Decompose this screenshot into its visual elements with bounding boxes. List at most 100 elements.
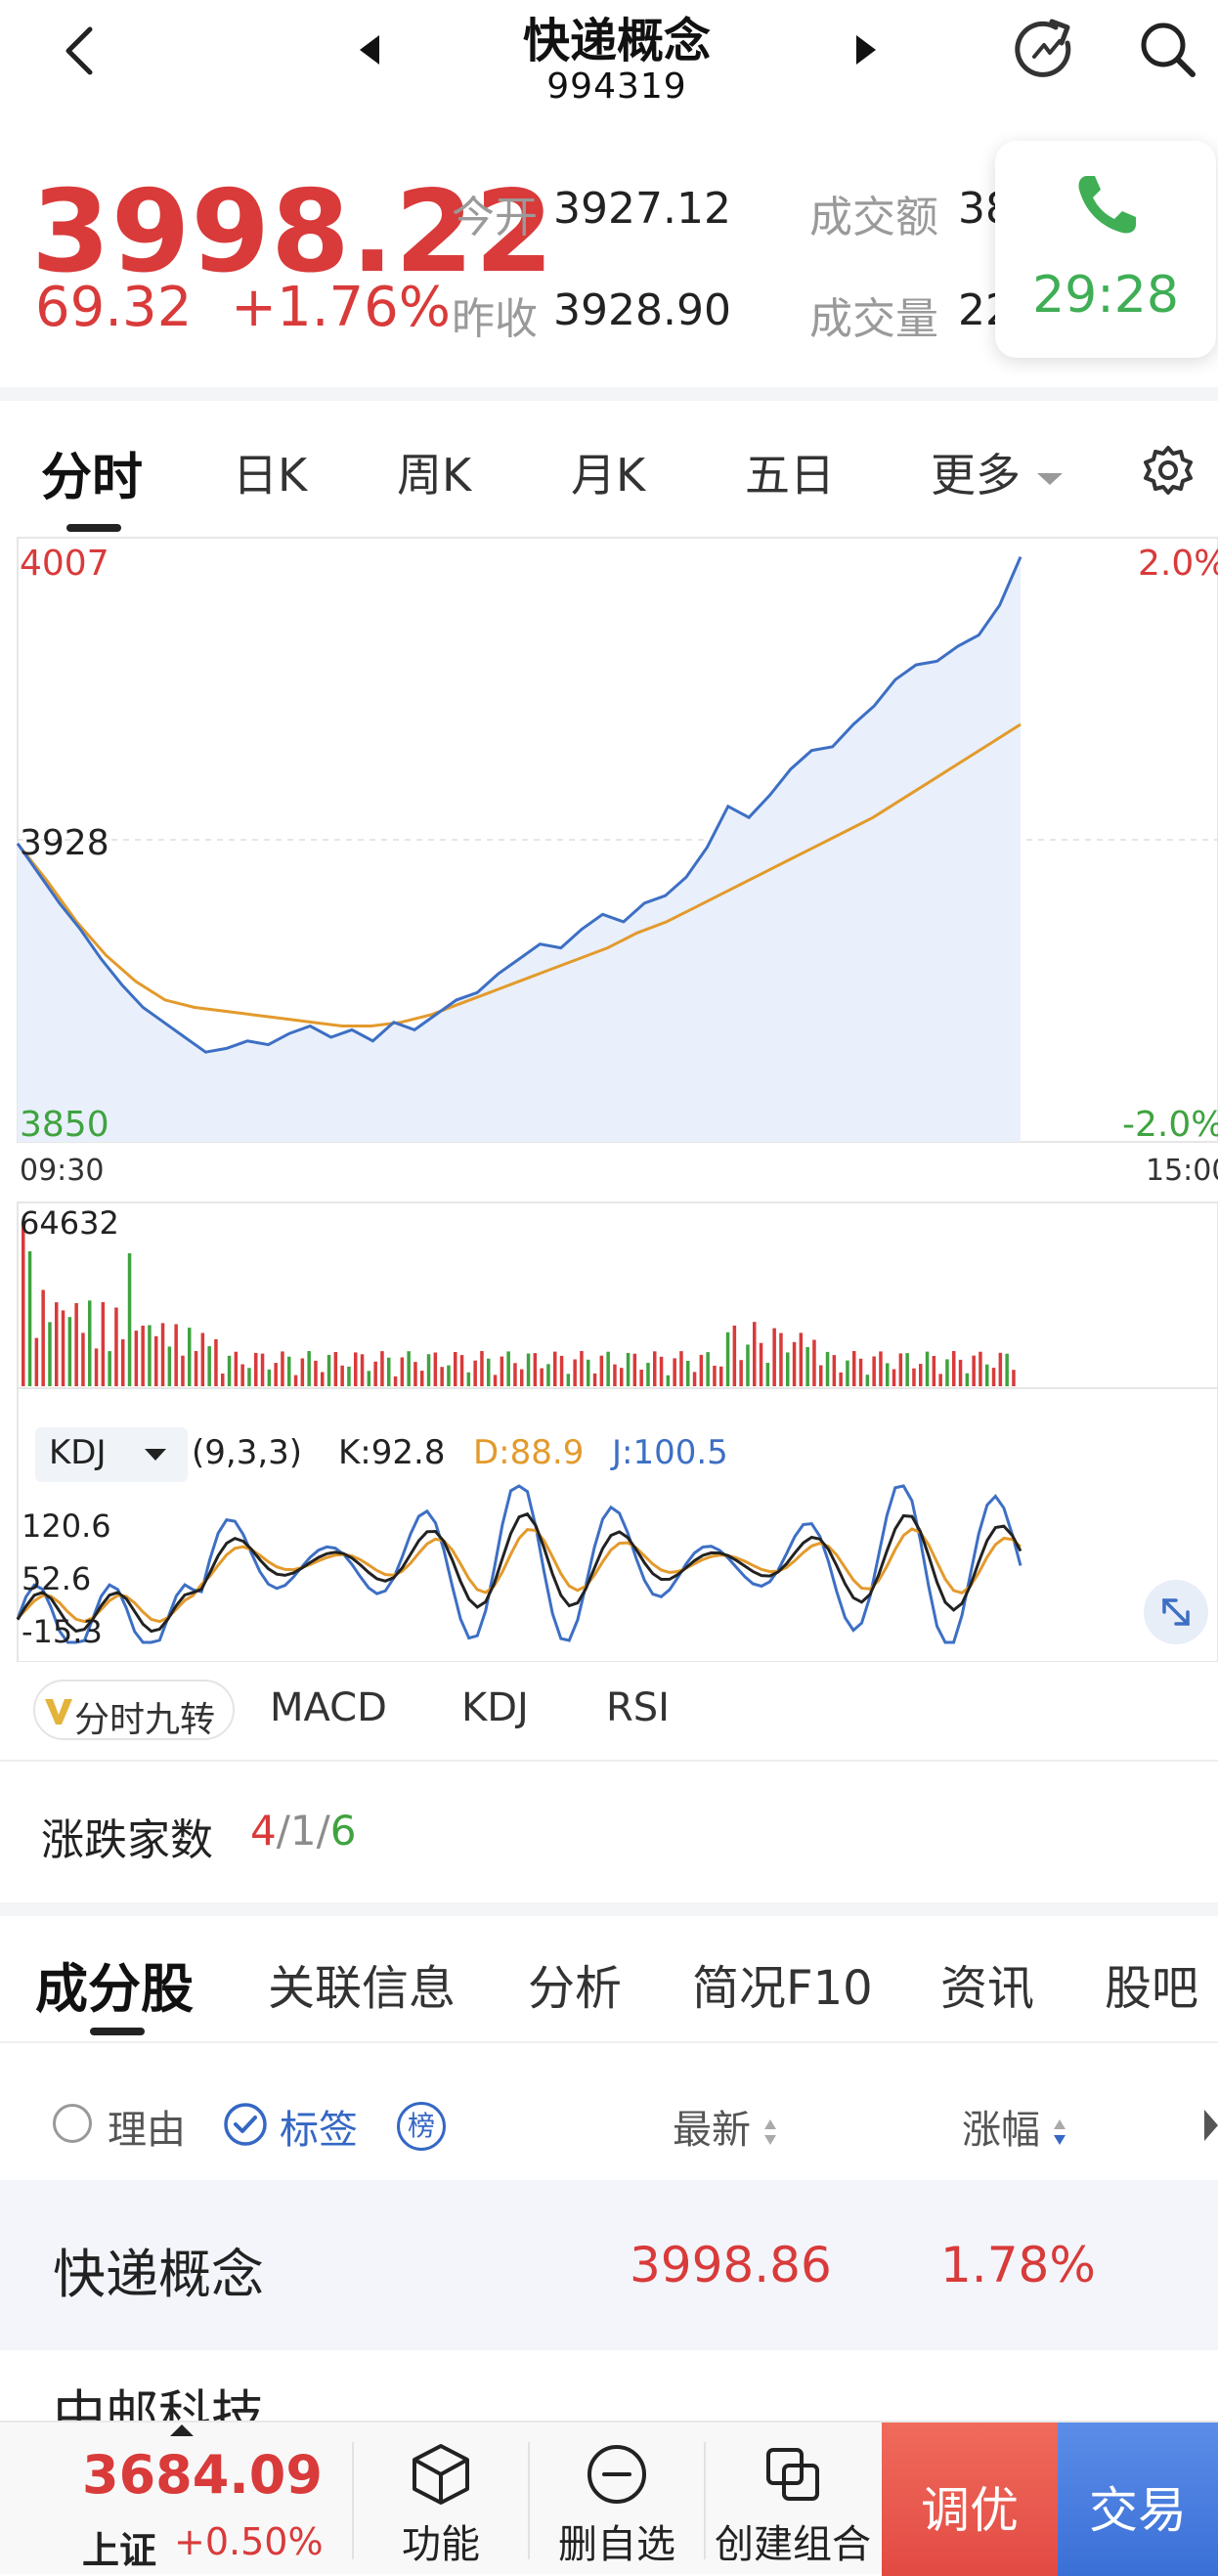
prev-close-value: 3928.90	[553, 285, 731, 335]
divider	[528, 2442, 530, 2559]
prev-stock-icon[interactable]	[356, 33, 383, 66]
volume-bar	[858, 1358, 863, 1386]
volume-bar	[55, 1302, 59, 1386]
time-axis-start: 09:30	[20, 1154, 105, 1188]
tab-monthly-k[interactable]: 月K	[571, 449, 646, 502]
chart-canvas	[16, 537, 1218, 1662]
tab-related[interactable]: 关联信息	[268, 1961, 457, 2016]
remove-watchlist-button[interactable]: 删自选	[530, 2423, 704, 2576]
tab-macd[interactable]: MACD	[270, 1685, 387, 1730]
volume-bar	[380, 1351, 384, 1386]
volume-bar	[546, 1364, 550, 1386]
tab-nine-turn[interactable]: 分时九转	[33, 1680, 235, 1740]
volume-bar	[314, 1360, 318, 1386]
kdj-k-line	[16, 1511, 1022, 1634]
rank-badge[interactable]: 榜	[397, 2102, 446, 2151]
phone-icon	[1078, 176, 1136, 234]
volume-bar	[373, 1361, 377, 1386]
call-widget[interactable]: 29:28	[995, 141, 1216, 358]
price-axis-top: 4007	[20, 544, 109, 584]
stock-name: 快递概念	[53, 2244, 264, 2305]
volume-bar	[307, 1351, 311, 1386]
create-portfolio-button[interactable]: 创建组合	[706, 2423, 880, 2576]
kdj-level-mid: 52.6	[22, 1560, 92, 1597]
tab-daily-k[interactable]: 日K	[233, 449, 308, 502]
tab-intraday[interactable]: 分时	[41, 449, 144, 507]
tab-constituents[interactable]: 成分股	[35, 1958, 194, 2020]
volume-bar	[440, 1367, 444, 1386]
optimize-button[interactable]: 调优	[882, 2423, 1058, 2576]
scroll-right-icon[interactable]	[1202, 2108, 1218, 2143]
last-price: 3998.22	[31, 166, 555, 298]
bottom-bar: 3684.09 上证 +0.50% 功能 删自选 创建组合	[0, 2421, 1218, 2576]
volume-bar	[898, 1353, 903, 1386]
tab-weekly-k[interactable]: 周K	[397, 449, 472, 502]
sep-2: /	[316, 1807, 330, 1855]
table-row[interactable]: 快递概念 3998.86 1.78%	[0, 2180, 1218, 2350]
period-tabs: 分时 日K 周K 月K 五日 更多	[0, 401, 1218, 532]
reason-label[interactable]: 理由	[108, 2108, 186, 2153]
refresh-icon[interactable]	[1013, 18, 1079, 84]
volume-bar	[407, 1351, 411, 1386]
latest-header-label: 最新	[673, 2108, 751, 2153]
stock-code: 994319	[546, 66, 687, 107]
table-row[interactable]: 中邮科技	[0, 2350, 1218, 2421]
search-icon[interactable]	[1136, 18, 1200, 82]
volume-bar	[599, 1355, 604, 1386]
volume-bar	[559, 1355, 564, 1386]
volume-bar	[174, 1324, 178, 1386]
next-stock-icon[interactable]	[852, 33, 880, 66]
function-button[interactable]: 功能	[354, 2423, 528, 2576]
volume-bar	[938, 1374, 942, 1386]
advance-decline-row[interactable]: 涨跌家数 4/1/6	[0, 1760, 1218, 1902]
gear-icon[interactable]	[1142, 444, 1195, 497]
expand-button[interactable]	[1144, 1580, 1208, 1644]
tab-rsi[interactable]: RSI	[606, 1685, 670, 1730]
tab-f10[interactable]: 简况F10	[692, 1961, 873, 2016]
sort-icon	[763, 2119, 776, 2145]
volume-bar	[779, 1332, 783, 1386]
index-ticker[interactable]: 3684.09 上证 +0.50%	[0, 2423, 352, 2576]
tag-label[interactable]: 标签	[280, 2108, 358, 2153]
kdj-d-value: D:88.9	[473, 1433, 585, 1472]
indicator-selector[interactable]: KDJ	[35, 1427, 188, 1482]
tab-news[interactable]: 资讯	[940, 1961, 1035, 2016]
volume-bar	[473, 1360, 477, 1386]
kdj-k-value: K:92.8	[338, 1433, 446, 1472]
volume-bar	[74, 1303, 78, 1386]
change-sort-header[interactable]: 涨幅	[962, 2098, 1066, 2155]
latest-sort-header[interactable]: 最新	[673, 2098, 777, 2155]
volume-bar	[772, 1328, 776, 1386]
volume-bar	[167, 1346, 172, 1386]
intraday-chart[interactable]: 4007 3928 3850 2.0% -2.0% 09:30 15:00 64…	[0, 528, 1218, 1662]
prev-close-label: 昨收	[452, 294, 538, 344]
volume-label: 成交量	[809, 294, 938, 344]
volume-bar	[832, 1355, 837, 1386]
trade-button[interactable]: 交易	[1058, 2423, 1218, 2576]
tab-more[interactable]: 更多	[931, 440, 1065, 504]
tab-five-day[interactable]: 五日	[745, 449, 835, 502]
divider	[704, 2442, 706, 2559]
volume-bar	[127, 1253, 132, 1386]
reason-radio[interactable]	[53, 2104, 92, 2143]
volume-bar	[393, 1375, 398, 1386]
stock-name: 中邮科技	[53, 2384, 264, 2421]
sort-icon	[1053, 2119, 1066, 2145]
volume-bar	[247, 1368, 251, 1386]
back-icon[interactable]	[61, 23, 100, 78]
tag-checkbox-icon[interactable]	[223, 2102, 268, 2147]
volume-bar	[148, 1325, 152, 1386]
volume-bar	[326, 1354, 331, 1386]
volume-bar	[34, 1337, 39, 1386]
tab-forum[interactable]: 股吧	[1105, 1961, 1199, 2016]
volume-bar	[188, 1328, 192, 1386]
price-axis-bottom: 3850	[20, 1105, 109, 1145]
advance-decline-values: 4/1/6	[250, 1807, 357, 1855]
optimize-label: 调优	[921, 2482, 1019, 2539]
tab-analysis[interactable]: 分析	[528, 1961, 623, 2016]
tab-kdj[interactable]: KDJ	[461, 1685, 529, 1730]
volume-bar	[520, 1369, 524, 1386]
chevron-down-icon	[1036, 472, 1063, 485]
sep-1: /	[276, 1807, 290, 1855]
volume-bar	[240, 1364, 244, 1386]
